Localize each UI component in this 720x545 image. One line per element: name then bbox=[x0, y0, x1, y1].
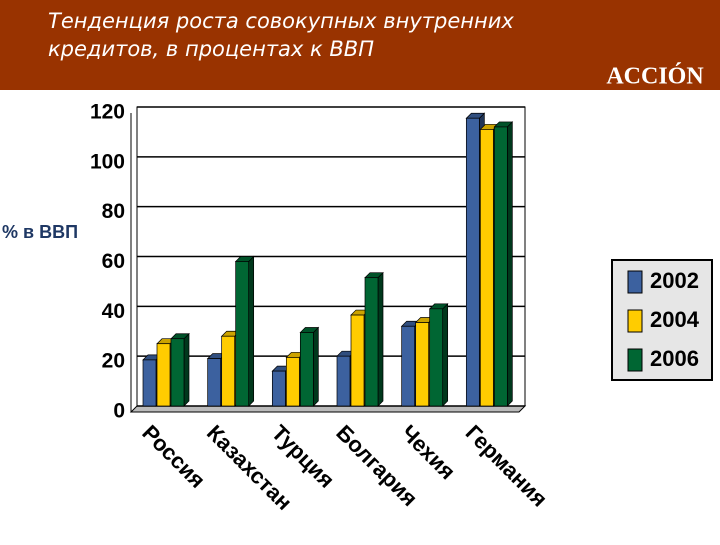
title: Тенденция роста совокупных внутренних bbox=[48, 9, 514, 33]
title: кредитов, в процентах к ВВП bbox=[48, 37, 374, 61]
bar bbox=[285, 357, 300, 407]
bar bbox=[299, 332, 314, 407]
y-tick-label: 20 bbox=[102, 350, 125, 373]
bar bbox=[429, 308, 444, 407]
bar bbox=[221, 335, 236, 407]
y-tick-label: 100 bbox=[90, 150, 125, 173]
y-tick-label: 80 bbox=[102, 200, 125, 223]
bar bbox=[235, 261, 250, 407]
bar-side bbox=[183, 332, 190, 407]
legend-swatch bbox=[627, 348, 643, 372]
bar bbox=[170, 338, 185, 407]
bar bbox=[271, 370, 286, 407]
legend-swatch bbox=[627, 270, 643, 294]
legend-label: 2002 bbox=[650, 268, 699, 293]
y-tick-label: 120 bbox=[90, 101, 125, 124]
x-tick-label: Германия bbox=[461, 420, 553, 512]
legend-label: 2006 bbox=[650, 346, 699, 371]
bar-side bbox=[248, 255, 255, 407]
x-tick-label: Чехия bbox=[396, 420, 460, 484]
bar bbox=[350, 314, 365, 407]
bar-side bbox=[312, 326, 319, 407]
header-band bbox=[0, 0, 720, 90]
bar bbox=[493, 126, 508, 407]
bar bbox=[336, 355, 351, 407]
x-tick-label: Россия bbox=[137, 420, 210, 493]
bar bbox=[364, 277, 379, 407]
bar bbox=[142, 359, 157, 407]
bar-side bbox=[442, 302, 449, 407]
y-tick-label: 40 bbox=[102, 300, 125, 323]
logo: ACCIÓN bbox=[606, 63, 704, 90]
bar-side bbox=[377, 271, 384, 407]
y-axis-title: % в ВВП bbox=[2, 222, 78, 242]
bar-side bbox=[506, 121, 513, 407]
bar bbox=[156, 343, 171, 407]
plot-floor bbox=[129, 405, 527, 413]
legend-label: 2004 bbox=[650, 307, 700, 332]
bar bbox=[465, 117, 480, 407]
y-tick-label: 60 bbox=[102, 250, 125, 273]
legend-swatch bbox=[627, 309, 643, 333]
bar bbox=[479, 129, 494, 407]
bar bbox=[401, 325, 416, 407]
bar bbox=[207, 358, 222, 407]
y-tick-label: 0 bbox=[113, 400, 125, 423]
bar bbox=[415, 322, 430, 407]
